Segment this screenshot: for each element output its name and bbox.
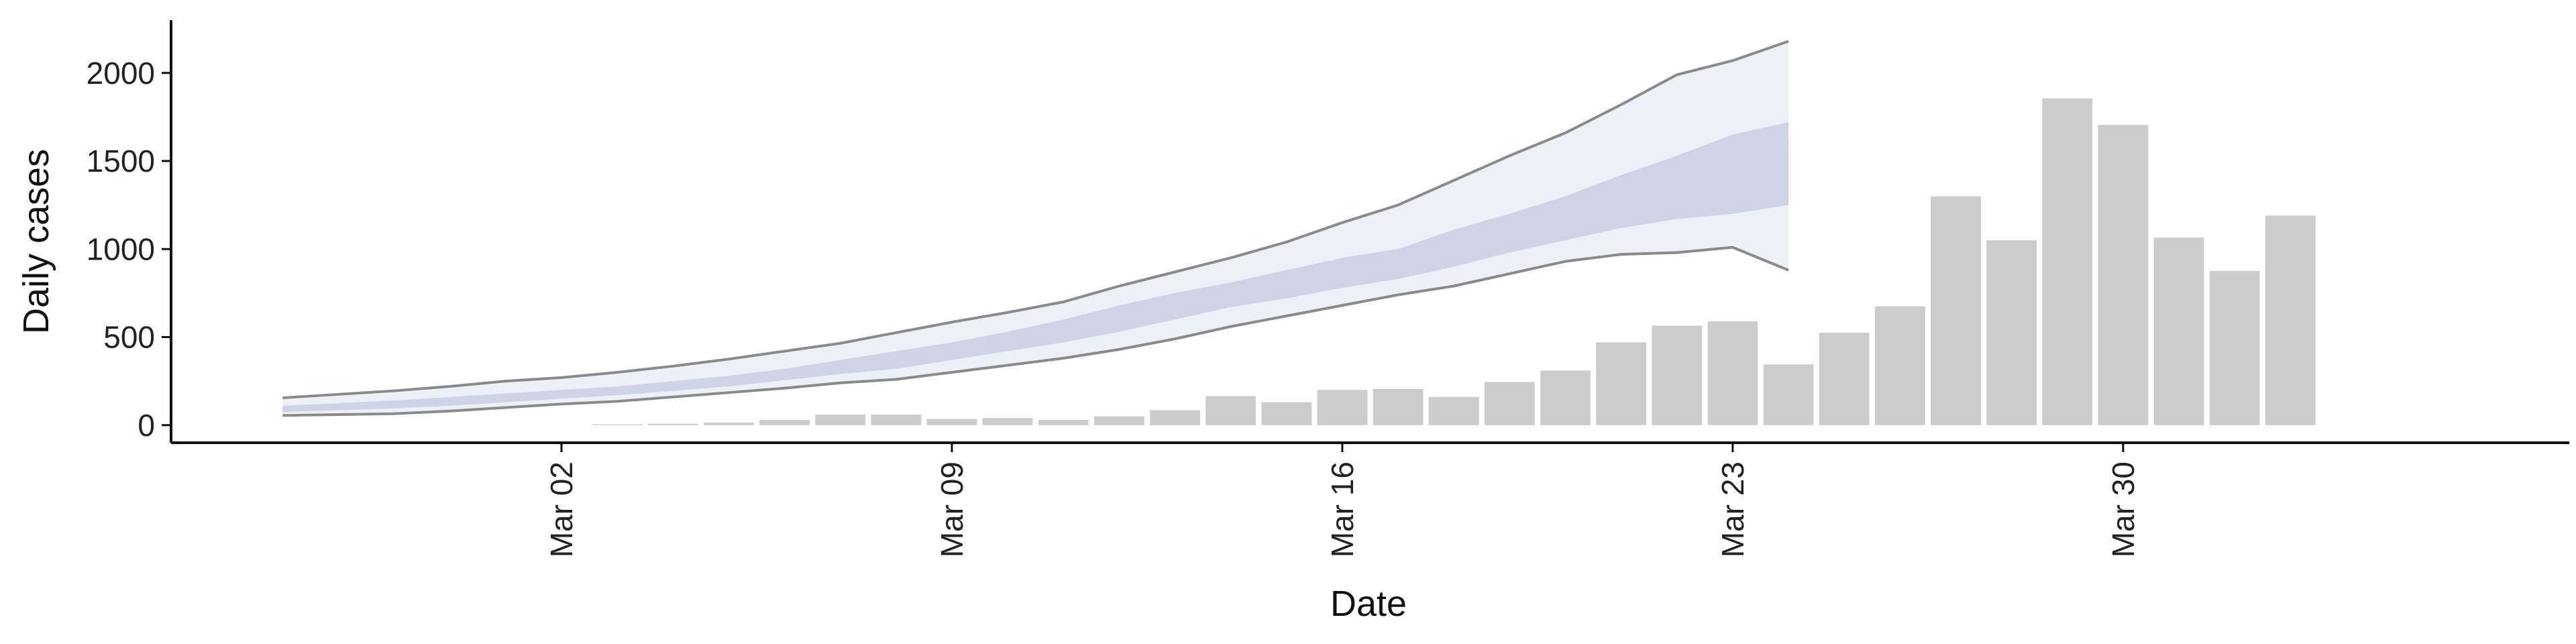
- y-axis-title: Daily cases: [16, 149, 56, 334]
- bar: [1093, 416, 1144, 425]
- bar: [1150, 410, 1200, 425]
- x-tick-label: Mar 16: [1325, 462, 1360, 557]
- y-tick-label: 0: [138, 408, 155, 443]
- x-tick-label: Mar 23: [1715, 462, 1750, 557]
- y-tick-label: 500: [103, 320, 155, 355]
- bar: [759, 419, 810, 425]
- bar: [1484, 382, 1535, 425]
- forecast-bands: [282, 40, 1789, 417]
- bar: [1540, 370, 1591, 425]
- bar: [2153, 237, 2204, 425]
- bar: [2098, 125, 2149, 425]
- x-tick-label: Mar 30: [2106, 462, 2141, 557]
- bar: [1652, 325, 1703, 425]
- y-tick-label: 1000: [87, 231, 155, 266]
- bar: [1931, 196, 1981, 425]
- bar: [1261, 402, 1312, 425]
- bar: [2209, 271, 2260, 425]
- bar: [815, 415, 866, 425]
- bar: [1428, 396, 1479, 425]
- bars-group: [592, 98, 2316, 425]
- bar: [647, 423, 698, 425]
- bar: [871, 415, 922, 425]
- bar: [1317, 390, 1368, 425]
- bar: [592, 424, 643, 425]
- bar: [1986, 240, 2037, 425]
- bar: [1874, 306, 1925, 425]
- upper-bound-line: [282, 40, 1789, 400]
- x-tick-label: Mar 02: [544, 462, 579, 557]
- x-tick-label: Mar 09: [934, 462, 969, 557]
- x-axis-title: Date: [1330, 584, 1407, 624]
- bar: [1819, 332, 1870, 425]
- axes: 0 500 1000 1500 2000 Mar 02 Mar 09 Mar 16 Mar 23…: [87, 20, 2569, 557]
- bar: [1205, 396, 1256, 425]
- lower-bound-line: [282, 246, 1789, 417]
- bar: [926, 419, 977, 425]
- y-tick-label: 2000: [87, 56, 155, 91]
- bar: [2265, 215, 2316, 425]
- bar: [703, 422, 754, 425]
- bar: [1707, 321, 1758, 425]
- bar: [982, 418, 1033, 425]
- bar: [1596, 342, 1647, 425]
- bar: [2042, 98, 2093, 425]
- bar: [1763, 364, 1814, 425]
- bar: [1038, 419, 1089, 425]
- y-tick-label: 1500: [87, 144, 155, 178]
- bar: [1373, 388, 1424, 425]
